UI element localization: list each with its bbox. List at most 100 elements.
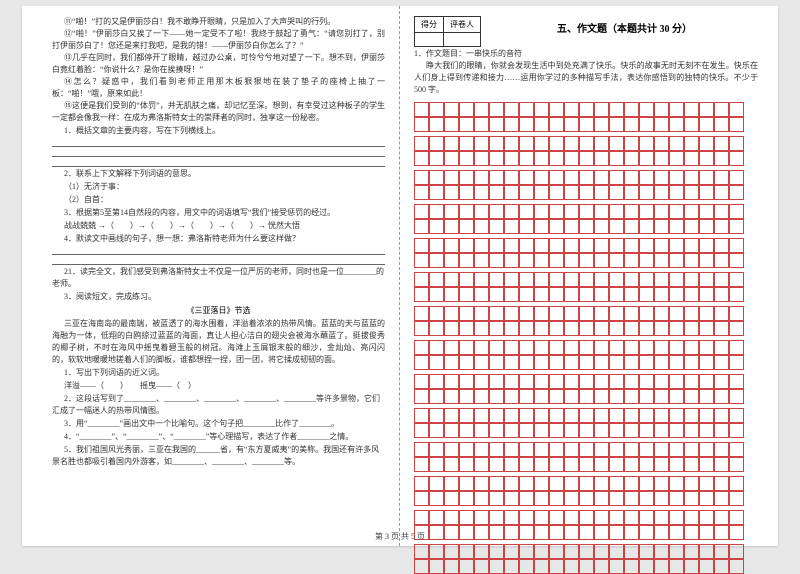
grid-cell[interactable] bbox=[519, 272, 535, 288]
grid-cell[interactable] bbox=[639, 544, 655, 560]
grid-cell[interactable] bbox=[684, 306, 700, 322]
grid-cell[interactable] bbox=[459, 491, 475, 507]
answer-line[interactable] bbox=[52, 158, 385, 167]
grid-cell[interactable] bbox=[489, 389, 505, 405]
grid-cell[interactable] bbox=[504, 321, 520, 337]
grid-cell[interactable] bbox=[549, 408, 565, 424]
grid-cell[interactable] bbox=[699, 476, 715, 492]
grid-cell[interactable] bbox=[519, 321, 535, 337]
grid-cell[interactable] bbox=[729, 559, 745, 574]
grid-cell[interactable] bbox=[579, 136, 595, 152]
grid-cell[interactable] bbox=[609, 117, 625, 133]
grid-cell[interactable] bbox=[669, 510, 685, 526]
grid-cell[interactable] bbox=[474, 151, 490, 167]
grid-cell[interactable] bbox=[669, 321, 685, 337]
grid-cell[interactable] bbox=[429, 185, 445, 201]
grid-cell[interactable] bbox=[459, 559, 475, 574]
grid-cell[interactable] bbox=[714, 151, 730, 167]
grid-cell[interactable] bbox=[549, 219, 565, 235]
grid-cell[interactable] bbox=[714, 253, 730, 269]
grid-cell[interactable] bbox=[504, 272, 520, 288]
grid-cell[interactable] bbox=[444, 117, 460, 133]
grid-cell[interactable] bbox=[474, 476, 490, 492]
grid-cell[interactable] bbox=[549, 476, 565, 492]
grid-cell[interactable] bbox=[684, 442, 700, 458]
grid-cell[interactable] bbox=[579, 374, 595, 390]
grid-cell[interactable] bbox=[699, 151, 715, 167]
grid-cell[interactable] bbox=[564, 102, 580, 118]
grid-cell[interactable] bbox=[714, 238, 730, 254]
grid-cell[interactable] bbox=[489, 510, 505, 526]
grid-cell[interactable] bbox=[699, 442, 715, 458]
grid-cell[interactable] bbox=[609, 238, 625, 254]
grid-cell[interactable] bbox=[564, 136, 580, 152]
grid-cell[interactable] bbox=[519, 355, 535, 371]
grid-cell[interactable] bbox=[474, 408, 490, 424]
grid-cell[interactable] bbox=[594, 389, 610, 405]
grid-cell[interactable] bbox=[579, 287, 595, 303]
grid-cell[interactable] bbox=[459, 185, 475, 201]
grid-cell[interactable] bbox=[549, 389, 565, 405]
grid-cell[interactable] bbox=[714, 374, 730, 390]
grid-cell[interactable] bbox=[534, 491, 550, 507]
grid-cell[interactable] bbox=[444, 287, 460, 303]
grid-cell[interactable] bbox=[579, 321, 595, 337]
grid-cell[interactable] bbox=[534, 136, 550, 152]
grid-cell[interactable] bbox=[639, 559, 655, 574]
grid-cell[interactable] bbox=[579, 491, 595, 507]
grid-cell[interactable] bbox=[504, 476, 520, 492]
grid-cell[interactable] bbox=[429, 253, 445, 269]
grid-cell[interactable] bbox=[504, 340, 520, 356]
grid-cell[interactable] bbox=[474, 185, 490, 201]
grid-cell[interactable] bbox=[534, 102, 550, 118]
grid-cell[interactable] bbox=[669, 272, 685, 288]
grid-cell[interactable] bbox=[474, 442, 490, 458]
grid-cell[interactable] bbox=[519, 238, 535, 254]
grid-cell[interactable] bbox=[414, 355, 430, 371]
grid-cell[interactable] bbox=[654, 136, 670, 152]
grid-cell[interactable] bbox=[564, 559, 580, 574]
grid-cell[interactable] bbox=[669, 253, 685, 269]
grid-cell[interactable] bbox=[669, 423, 685, 439]
grid-cell[interactable] bbox=[474, 559, 490, 574]
grid-cell[interactable] bbox=[474, 287, 490, 303]
grid-cell[interactable] bbox=[474, 204, 490, 220]
grid-cell[interactable] bbox=[444, 151, 460, 167]
grid-cell[interactable] bbox=[639, 510, 655, 526]
grid-cell[interactable] bbox=[624, 510, 640, 526]
grid-cell[interactable] bbox=[459, 117, 475, 133]
grid-cell[interactable] bbox=[489, 287, 505, 303]
grid-cell[interactable] bbox=[729, 423, 745, 439]
grid-cell[interactable] bbox=[729, 238, 745, 254]
grid-cell[interactable] bbox=[729, 374, 745, 390]
grid-cell[interactable] bbox=[609, 423, 625, 439]
grid-cell[interactable] bbox=[429, 389, 445, 405]
grid-cell[interactable] bbox=[519, 287, 535, 303]
grid-cell[interactable] bbox=[519, 374, 535, 390]
answer-line[interactable] bbox=[52, 246, 385, 255]
grid-cell[interactable] bbox=[594, 423, 610, 439]
grid-cell[interactable] bbox=[534, 389, 550, 405]
grid-cell[interactable] bbox=[489, 442, 505, 458]
grid-cell[interactable] bbox=[564, 389, 580, 405]
grid-cell[interactable] bbox=[594, 491, 610, 507]
grid-cell[interactable] bbox=[624, 253, 640, 269]
grid-cell[interactable] bbox=[459, 457, 475, 473]
grid-cell[interactable] bbox=[564, 306, 580, 322]
grid-cell[interactable] bbox=[639, 355, 655, 371]
grid-cell[interactable] bbox=[639, 457, 655, 473]
grid-cell[interactable] bbox=[414, 408, 430, 424]
grid-cell[interactable] bbox=[609, 559, 625, 574]
grid-cell[interactable] bbox=[564, 287, 580, 303]
grid-cell[interactable] bbox=[459, 204, 475, 220]
grid-cell[interactable] bbox=[699, 374, 715, 390]
grid-cell[interactable] bbox=[639, 374, 655, 390]
grid-cell[interactable] bbox=[444, 136, 460, 152]
grid-cell[interactable] bbox=[669, 559, 685, 574]
grid-cell[interactable] bbox=[549, 238, 565, 254]
grid-cell[interactable] bbox=[729, 151, 745, 167]
grid-cell[interactable] bbox=[459, 476, 475, 492]
grid-cell[interactable] bbox=[594, 253, 610, 269]
grid-cell[interactable] bbox=[489, 185, 505, 201]
grid-cell[interactable] bbox=[429, 151, 445, 167]
